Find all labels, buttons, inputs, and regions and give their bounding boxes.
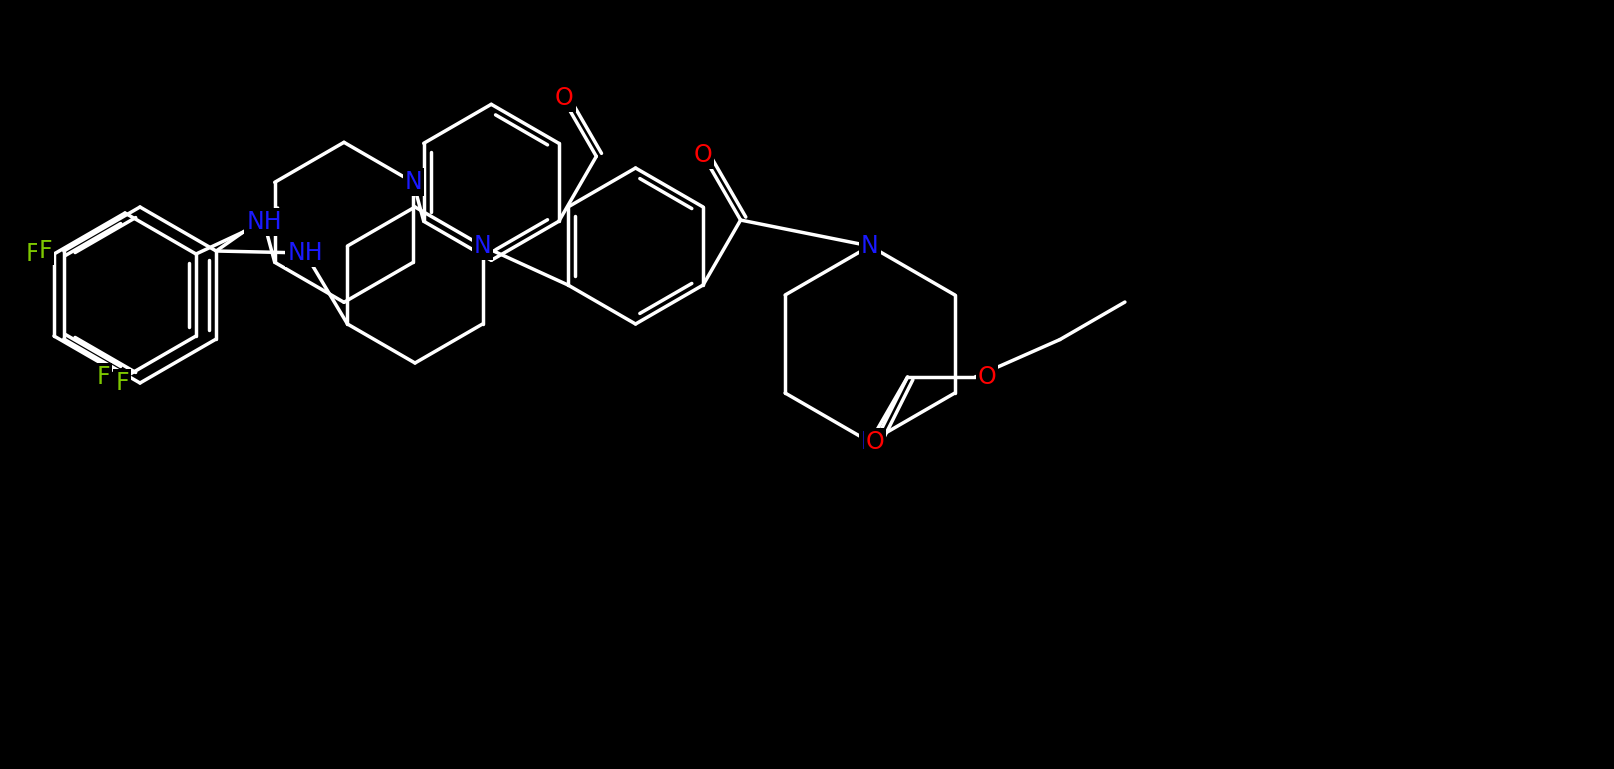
Text: N: N [860, 234, 878, 258]
Text: N: N [404, 170, 421, 195]
Text: F: F [39, 239, 53, 263]
Text: O: O [555, 86, 573, 110]
Text: O: O [865, 430, 884, 454]
Text: F: F [115, 371, 129, 395]
Text: NH: NH [245, 210, 281, 235]
Text: F: F [26, 242, 39, 266]
Text: O: O [694, 143, 712, 167]
Text: F: F [97, 365, 110, 389]
Text: N: N [473, 234, 491, 258]
Text: O: O [976, 365, 996, 389]
Text: NH: NH [287, 241, 323, 265]
Text: N: N [860, 430, 878, 454]
